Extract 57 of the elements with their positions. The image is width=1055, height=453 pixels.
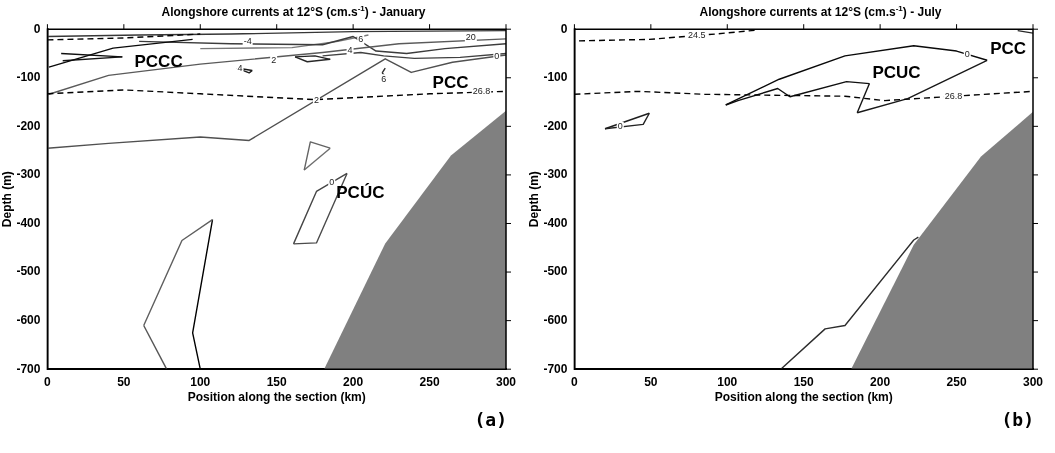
chart-title: Alongshore currents at 12°S (cm.s$^{-1}$) - July — [698, 4, 943, 20]
y-tick-label: -300 — [543, 167, 568, 182]
y-tick-label: 0 — [33, 21, 41, 36]
x-tick-label: 100 — [190, 374, 211, 389]
annotation: 0 — [617, 121, 623, 132]
y-tick-label: -100 — [16, 70, 41, 85]
y-tick-label: -100 — [543, 70, 568, 85]
annotation: 4 — [347, 44, 353, 55]
y-tick-label: -600 — [543, 312, 568, 327]
x-tick-label: 200 — [343, 374, 364, 389]
text: (a) — [473, 409, 508, 430]
x-tick-label: 300 — [1022, 374, 1044, 389]
annotation: 2 — [271, 54, 277, 65]
annotation: 0 — [494, 51, 500, 62]
annotation: PCC — [990, 39, 1027, 59]
annotation: 26.8 — [472, 85, 491, 96]
annotation: 0 — [964, 48, 970, 59]
x-tick-label: 50 — [117, 374, 131, 389]
y-tick-label: -500 — [16, 264, 41, 279]
x-tick-label: 150 — [793, 374, 815, 389]
y-tick-label: -300 — [16, 167, 41, 182]
x-tick-label: 0 — [44, 374, 52, 389]
x-tick-label: 0 — [571, 374, 579, 389]
annotation: -4 — [243, 35, 252, 46]
y-tick-label: -200 — [16, 118, 41, 133]
y-tick-label: -200 — [543, 118, 568, 133]
annotation: 6 — [358, 34, 364, 45]
annotation: 20 — [465, 32, 476, 43]
x-tick-label: 250 — [419, 374, 440, 389]
y-axis-title: Depth (m) — [526, 171, 541, 228]
y-tick-label: -600 — [16, 312, 41, 327]
annotation: 4 — [237, 62, 243, 73]
y-tick-label: -700 — [16, 361, 41, 376]
y-tick-label: 0 — [560, 21, 568, 36]
x-tick-label: 200 — [870, 374, 891, 389]
x-axis-title: Position along the section (km) — [714, 390, 893, 405]
x-axis-title: Position along the section (km) — [187, 390, 366, 405]
chart-title: Alongshore currents at 12°S (cm.s$^{-1}$) - January — [160, 4, 427, 20]
annotation: 24.5 — [687, 29, 706, 40]
text: (b) — [1000, 409, 1035, 430]
annotation: 0 — [329, 176, 335, 187]
y-tick-label: -400 — [16, 215, 41, 230]
y-axis-title: Depth (m) — [0, 171, 14, 228]
x-tick-label: 150 — [266, 374, 288, 389]
x-tick-label: 300 — [495, 374, 517, 389]
x-tick-label: 100 — [717, 374, 738, 389]
x-tick-label: 250 — [946, 374, 967, 389]
y-tick-label: -400 — [543, 215, 568, 230]
annotation: 6 — [381, 73, 387, 84]
annotation: PCC — [432, 72, 469, 92]
annotation: PCCC — [134, 51, 183, 71]
y-tick-label: -500 — [543, 264, 568, 279]
annotation: PCUC — [872, 62, 921, 82]
annotation: 2 — [313, 94, 319, 105]
x-tick-label: 50 — [644, 374, 658, 389]
y-tick-label: -700 — [543, 361, 568, 376]
annotation: PCÚC — [336, 183, 385, 203]
